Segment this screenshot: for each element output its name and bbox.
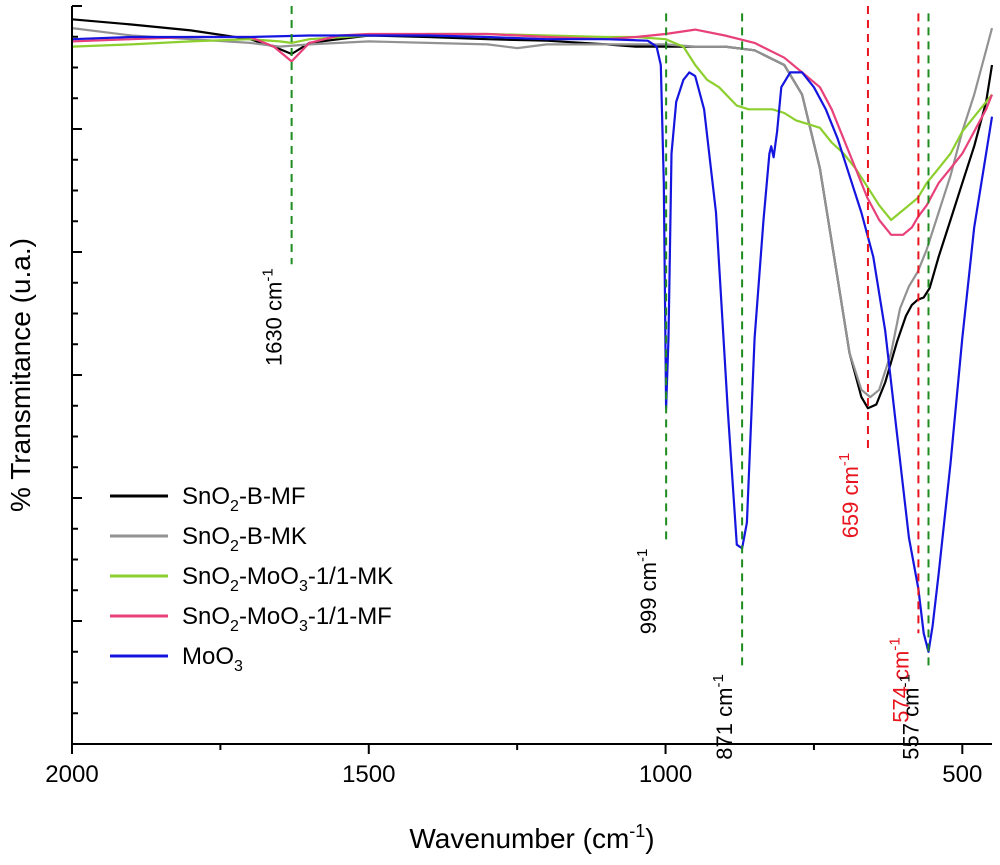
annotation-label-2: 871 cm-1 [710, 674, 737, 760]
y-axis-title: % Transmitance (u.a.) [5, 238, 36, 512]
annotation-label-5: 557 cm-1 [897, 674, 924, 760]
legend-label-3: SnO2-MoO3-1/1-MF [182, 603, 392, 635]
x-tick-label: 500 [942, 761, 982, 788]
x-axis-title: Wavenumber (cm-1) [409, 821, 654, 854]
series-line-3 [71, 28, 994, 236]
series-layer [71, 18, 994, 653]
legend-label-1: SnO2-B-MK [182, 523, 307, 555]
annotation-layer: 1630 cm-1 999 cm-1 871 cm-1 659 cm-1 574 cm-… [260, 6, 930, 760]
legend-label-2: SnO2-MoO3-1/1-MK [182, 563, 393, 595]
legend-label-0: SnO2-B-MF [182, 483, 306, 515]
series-line-0 [71, 18, 994, 410]
axes-layer: 2000 1500 1000 500 Wavenumber (cm-1) % Transm… [5, 5, 992, 854]
annotation-label-4: 574 cm-1 [886, 637, 913, 723]
legend-label-4: MoO3 [182, 643, 243, 675]
annotation-label-3: 659 cm-1 [836, 453, 863, 539]
legend: SnO2-B-MF SnO2-B-MK SnO2-MoO3-1/1-MK SnO2-M… [110, 483, 393, 675]
series-line-4 [71, 34, 994, 653]
x-tick-label: 1500 [342, 761, 395, 788]
x-tick-label: 1000 [639, 761, 692, 788]
x-tick-label: 2000 [45, 761, 98, 788]
annotation-label-0: 1630 cm-1 [260, 268, 287, 366]
annotation-label-1: 999 cm-1 [634, 549, 661, 635]
series-line-1 [71, 27, 994, 399]
